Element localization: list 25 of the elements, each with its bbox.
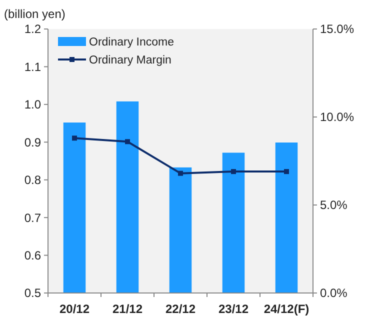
point [284,169,289,174]
point [178,170,183,176]
y-tick-label: 0.9 [24,135,42,150]
y2-tick-label: 10.0% [320,110,354,124]
y-tick-label: 0.5 [24,286,42,300]
x-tick-label: 24/12(F) [264,302,310,316]
point [72,136,77,141]
y2-tick-label: 5.0% [320,198,348,212]
y-tick-label: 0.8 [24,173,42,188]
point [125,139,130,144]
y-tick-label: 1.0 [24,98,42,112]
y-tick-label: 0.7 [24,210,42,225]
y-axis-title: (billion yen) [4,7,66,21]
x-tick-label: 23/12 [218,302,249,316]
y-tick-label: 1.1 [24,60,42,74]
y2-tick-label: 15.0% [320,22,354,36]
y-tick-label: 0.6 [24,248,42,262]
x-tick-label: 22/12 [165,302,196,316]
point [231,169,236,174]
y2-tick-label: 0.0% [320,286,348,300]
legend-label: Ordinary Margin [89,54,172,67]
x-tick-label: 21/12 [112,302,143,316]
legend-label: Ordinary Income [89,36,174,49]
x-tick-label: 20/12 [59,302,90,316]
y-tick-label: 1.2 [24,22,42,36]
